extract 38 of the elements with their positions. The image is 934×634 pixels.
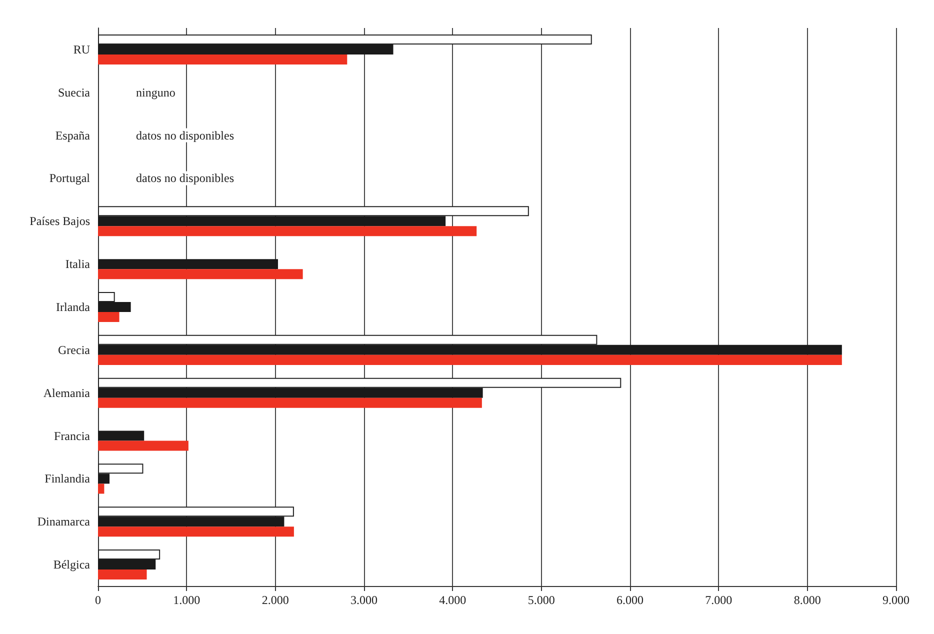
x-tick-label: 1.000 [173,593,200,607]
bar [98,354,842,365]
y-tick-label: RU [73,42,90,56]
y-tick-label: Alemania [43,386,91,400]
y-tick-label: Italia [65,257,91,272]
y-tick-label: España [55,128,91,142]
bar [98,259,278,270]
y-tick-label: Portugal [49,171,91,186]
y-tick-label: Suecia [58,85,91,100]
x-tick-label: 6.000 [616,593,644,607]
x-tick-label: 7.000 [705,593,732,607]
bar [98,440,188,451]
y-tick-label: Irlanda [56,300,91,314]
bar [98,226,477,236]
x-tick-label: 0 [95,593,101,607]
bar [98,54,348,64]
bar [98,430,144,441]
y-tick-label: Francia [54,428,91,443]
y-tick-label: Grecia [58,342,91,357]
annotation: ninguno [136,85,176,100]
bar [98,526,294,537]
bar [98,269,303,280]
y-tick-label: Dinamarca [37,514,91,529]
x-tick-label: 8.000 [794,593,821,607]
x-tick-label: 2.000 [262,593,289,607]
bar [98,484,104,494]
x-tick-label: 3.000 [350,593,378,607]
x-tick-label: 5.000 [528,593,555,607]
x-tick-label: 9.000 [882,593,910,607]
bar [98,398,482,408]
x-tick-label: 4.000 [439,593,466,607]
annotation: datos no disponibles [136,128,234,142]
bar [98,570,147,580]
bar [98,312,120,322]
y-tick-label: Finlandia [44,472,91,486]
y-tick-label: Países Bajos [30,214,90,228]
y-tick-label: Bélgica [53,558,91,572]
annotation: datos no disponibles [136,171,234,186]
